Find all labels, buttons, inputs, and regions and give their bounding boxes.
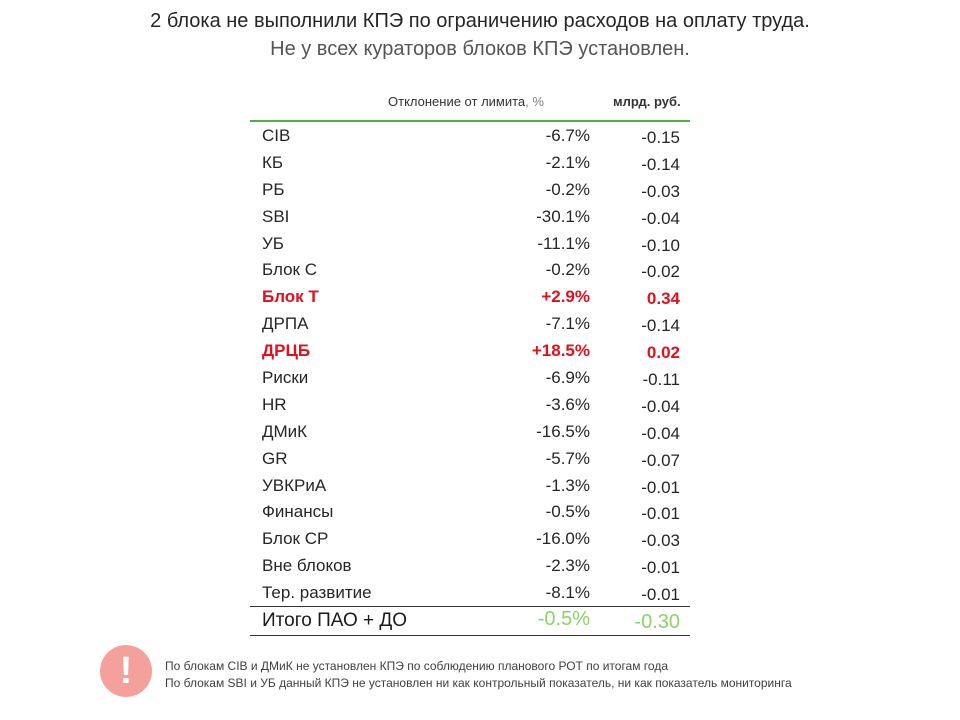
row-name: ДРЦБ	[262, 341, 311, 361]
row-amount: -0.01	[641, 504, 680, 524]
table-row: GR -5.7% -0.07	[250, 445, 690, 472]
row-pct: -0.2%	[545, 260, 590, 280]
row-name: ДМиК	[262, 421, 308, 441]
table-row: КБ -2.1% -0.14	[250, 149, 690, 176]
table-header: Отклонение от лимита, % млрд. руб.	[250, 88, 690, 122]
row-name: Тер. развитие	[262, 583, 372, 603]
header-deviation-label: Отклонение от лимита	[388, 94, 526, 109]
row-amount: 0.34	[646, 289, 680, 309]
row-pct: -6.7%	[545, 126, 590, 145]
row-pct: -2.3%	[545, 556, 590, 576]
row-pct: -16.0%	[536, 529, 590, 549]
row-amount: -0.03	[641, 181, 680, 201]
row-name: КБ	[262, 152, 284, 172]
slide-subtitle: Не у всех кураторов блоков КПЭ установле…	[270, 38, 690, 60]
row-name: SBI	[262, 206, 290, 226]
row-amount: -0.04	[641, 423, 680, 443]
row-pct: -0.2%	[545, 179, 590, 199]
row-amount: -0.10	[641, 235, 680, 255]
table-row: HR -3.6% -0.04	[250, 391, 690, 418]
row-amount: 0.02	[646, 343, 680, 363]
row-name: РБ	[262, 179, 285, 199]
table-row: Блок Т +2.9% 0.34	[250, 283, 690, 310]
table-row: РБ -0.2% -0.03	[250, 176, 690, 203]
row-amount: -0.04	[641, 208, 680, 228]
table-row: Тер. развитие -8.1% -0.01	[250, 579, 690, 606]
table-row: CIB -6.7% -0.15	[250, 122, 690, 149]
row-name: GR	[262, 448, 288, 468]
row-pct: -8.1%	[545, 583, 590, 603]
table-row: Блок С -0.2% -0.02	[250, 256, 690, 283]
table-row: SBI -30.1% -0.04	[250, 203, 690, 230]
total-pct: -0.5%	[537, 608, 590, 631]
table-row: ДРЦБ +18.5% 0.02	[250, 337, 690, 364]
row-pct: -11.1%	[537, 233, 590, 253]
row-amount: -0.02	[641, 262, 680, 282]
row-amount: -0.04	[641, 396, 680, 416]
row-name: УБ	[262, 233, 284, 253]
row-pct: -6.9%	[545, 368, 590, 388]
header-deviation-unit: , %	[525, 94, 544, 109]
row-amount: -0.01	[641, 477, 680, 497]
row-name: УВКРиА	[262, 475, 327, 495]
row-pct: -7.1%	[545, 314, 590, 334]
table-row: УВКРиА -1.3% -0.01	[250, 472, 690, 499]
slide-title: 2 блока не выполнили КПЭ по ограничению …	[150, 10, 810, 32]
table-row: Блок СР -16.0% -0.03	[250, 525, 690, 552]
row-amount: -0.01	[641, 558, 680, 578]
row-pct: -16.5%	[536, 421, 590, 441]
row-amount: -0.03	[641, 531, 680, 551]
row-pct: +18.5%	[531, 341, 590, 361]
row-amount: -0.01	[641, 585, 680, 605]
row-pct: -30.1%	[536, 206, 590, 226]
header-deviation: Отклонение от лимита, %	[388, 94, 544, 109]
row-name: Блок Т	[262, 287, 319, 307]
exclamation-icon: !	[100, 645, 152, 697]
row-pct: -0.5%	[545, 502, 590, 522]
row-pct: -3.6%	[545, 394, 590, 414]
row-amount: -0.07	[641, 450, 680, 470]
row-name: Вне блоков	[262, 556, 352, 576]
footnote-line-2: По блокам SBI и УБ данный КПЭ не установ…	[165, 676, 792, 690]
kpi-table: Отклонение от лимита, % млрд. руб. CIB -6…	[250, 88, 690, 637]
total-amount: -0.30	[634, 611, 680, 634]
total-row: Итого ПАО + ДО -0.5% -0.30	[250, 606, 690, 637]
row-name: Финансы	[262, 502, 334, 522]
row-amount: -0.11	[642, 370, 681, 390]
table-row: УБ -11.1% -0.10	[250, 230, 690, 257]
row-pct: -1.3%	[545, 475, 590, 495]
row-name: CIB	[262, 126, 291, 145]
row-amount: -0.14	[641, 154, 680, 174]
row-name: Риски	[262, 368, 309, 388]
row-pct: +2.9%	[541, 287, 590, 307]
row-name: HR	[262, 394, 287, 414]
row-amount: -0.14	[641, 316, 680, 336]
total-label: Итого ПАО + ДО	[262, 610, 408, 632]
row-pct: -5.7%	[545, 448, 590, 468]
table-row: ДМиК -16.5% -0.04	[250, 418, 690, 445]
row-name: Блок С	[262, 260, 317, 280]
header-amount: млрд. руб.	[613, 94, 681, 109]
table-row: Риски -6.9% -0.11	[250, 364, 690, 391]
row-name: Блок СР	[262, 529, 329, 549]
row-pct: -2.1%	[545, 152, 590, 172]
table-body: CIB -6.7% -0.15 КБ -2.1% -0.14 РБ -0.2% -0.03 SBI…	[250, 122, 690, 606]
footnote-line-1: По блокам CIB и ДМиК не установлен КПЭ п…	[165, 659, 669, 673]
row-amount: -0.15	[641, 128, 680, 147]
table-row: Вне блоков -2.3% -0.01	[250, 552, 690, 579]
table-row: ДРПА -7.1% -0.14	[250, 310, 690, 337]
table-row: Финансы -0.5% -0.01	[250, 498, 690, 525]
row-name: ДРПА	[262, 314, 309, 334]
